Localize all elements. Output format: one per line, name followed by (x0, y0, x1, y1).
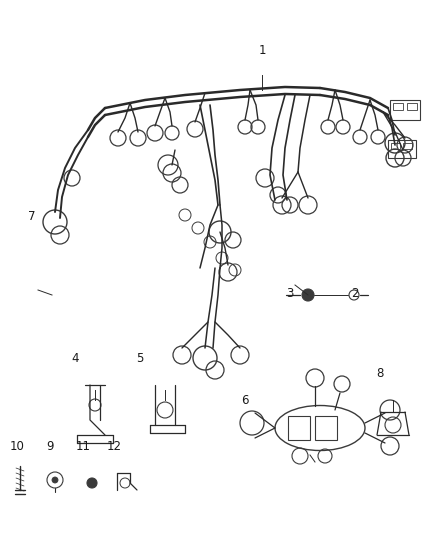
Bar (393, 103, 403, 110)
Circle shape (302, 289, 314, 301)
Circle shape (52, 477, 58, 483)
Text: 9: 9 (46, 440, 54, 453)
Bar (388, 140, 416, 158)
Text: 12: 12 (106, 440, 121, 453)
Text: 4: 4 (71, 352, 79, 365)
Text: 11: 11 (76, 440, 91, 453)
Text: 6: 6 (241, 394, 249, 407)
Text: 1: 1 (258, 44, 266, 57)
Text: 8: 8 (377, 367, 384, 379)
Text: 2: 2 (351, 287, 359, 300)
Bar (403, 143, 412, 149)
Bar (288, 416, 310, 440)
Text: 5: 5 (137, 352, 144, 365)
Text: 7: 7 (28, 210, 35, 223)
Text: 3: 3 (286, 287, 293, 300)
Bar (390, 100, 420, 120)
Bar (407, 103, 417, 110)
Bar (315, 416, 337, 440)
Text: 10: 10 (9, 440, 24, 453)
Bar (391, 143, 400, 149)
Circle shape (87, 478, 97, 488)
